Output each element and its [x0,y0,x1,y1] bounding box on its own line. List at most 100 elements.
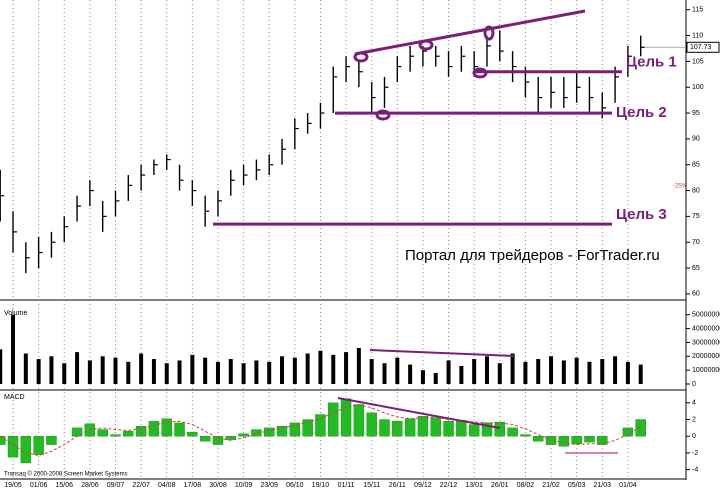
x-tick-label: 23/09 [260,482,278,489]
volume-bar [177,360,182,384]
macd-bar [340,398,352,437]
y-tick-label: 85 [692,162,700,169]
macd-bar [456,420,467,437]
x-tick-label: 10/09 [235,482,253,489]
volume-bar [23,353,28,384]
volume-bar [600,359,605,384]
macd-bar [635,419,646,437]
x-tick-label: 28/06 [81,482,99,489]
volume-bar [459,365,464,384]
macd-bar [148,421,160,437]
panel-title: Volume [4,310,27,317]
volume-bar [75,352,80,384]
macd-bar [328,402,339,437]
macd-bar [392,421,403,437]
x-tick-label: 26/01 [491,482,509,489]
note: -25% [673,184,688,190]
target-label: Цель 3 [616,206,667,223]
macd-bar [33,436,44,455]
y-tick-label: 40000000 [692,325,720,332]
marker-ellipse [375,109,391,121]
volume-bar [420,370,425,384]
macd-bar [443,421,454,437]
volume-bar [203,357,208,384]
volume-bar [36,359,41,384]
y-tick-label: 50000000 [692,312,720,319]
macd-bar [20,436,32,464]
macd-bar [533,436,544,442]
volume-bar [228,359,233,384]
volume-bar [472,359,477,384]
volume-bar [126,361,131,384]
macd-bar [289,422,301,437]
y-tick-label: 60 [692,291,700,298]
x-tick-label: 01/06 [30,482,48,489]
macd-bar [468,424,480,437]
macd-bar [199,436,211,442]
x-tick-label: 08/02 [517,482,535,489]
panel-title: MACD [4,394,25,401]
macd-bar [571,436,582,444]
volume-bar [497,363,502,384]
y-tick-label: 110 [692,32,703,39]
y-tick-label: 75 [692,213,700,220]
x-tick-label: 15/06 [55,482,73,489]
marks: 107.73 Цель 1 Цель 2 Цель 3 [0,30,720,464]
target-label: Цель 1 [626,54,677,71]
volume-bar [318,350,323,384]
macd-bar [276,426,288,437]
last-price-label: 107.73 [690,44,712,51]
x-tick-label: 05/03 [568,482,586,489]
volume-bar [549,356,554,384]
x-tick-label: 13/01 [465,482,483,489]
macd-bar [123,431,134,437]
volume-bar [574,357,579,384]
volume-bar [331,354,336,384]
macd-bar [353,404,365,437]
macd-bar [584,436,595,443]
x-tick-label: 01/11 [338,482,355,489]
y-tick-label: -2 [692,450,698,457]
macd-bar [430,417,441,437]
watermark: Портал для трейдеров - ForTrader.ru [405,247,660,264]
macd-bar [7,436,19,458]
y-tick-label: 80 [692,187,700,194]
y-tick-label: 100 [692,84,704,91]
y-tick-label: 30000000 [692,339,720,346]
y-tick-label: 10000000 [692,367,720,374]
volume-bar [87,360,92,384]
volume-bar [62,363,67,384]
trend-line [337,397,501,429]
x-tick-label: 09/07 [107,482,125,489]
x-tick-label: 22/12 [440,482,458,489]
x-tick-label: 04/08 [158,482,176,489]
macd-bar [404,418,416,437]
trend-line [369,349,516,357]
marker-ellipse [472,67,488,79]
macd-bar [225,436,236,440]
macd-bar [135,426,147,437]
macd-bar [417,416,429,437]
volume-bar [344,352,349,384]
y-tick-label: 2 [692,416,696,423]
volume-bar [510,353,515,384]
volume-bar [382,363,387,384]
volume-bar [638,364,643,384]
macd-bar [302,419,313,437]
macd-bar [110,434,121,437]
volume-bar [369,359,374,384]
volume-bar [305,353,310,384]
target-label: Цель 2 [616,104,667,121]
macd-bar [558,436,570,447]
signal-line [0,404,641,456]
y-tick-label: -4 [692,466,698,473]
x-tick-label: 19/10 [312,482,330,489]
y-tick-label: 90 [692,136,700,143]
x-tick-label: 21/02 [542,482,560,489]
grid: 6065707580859095100105110115010000000200… [4,0,720,489]
volume-bar [613,356,618,384]
volume-bar [100,356,105,384]
marker-ellipse [483,25,495,41]
macd-bar [174,422,185,437]
